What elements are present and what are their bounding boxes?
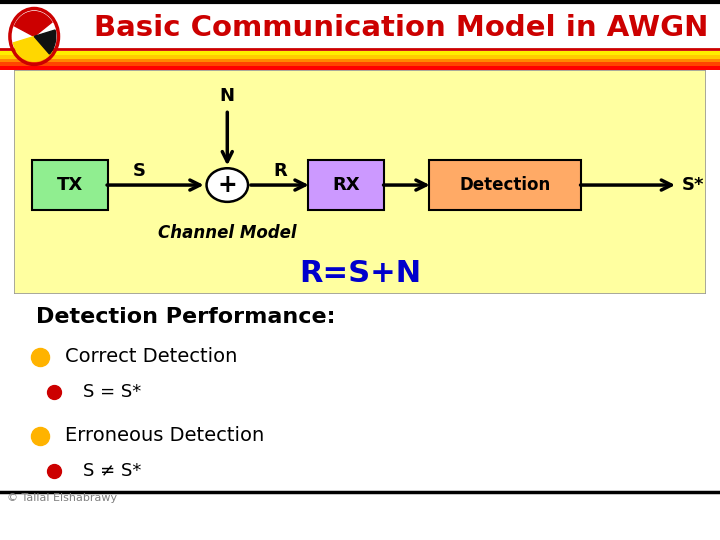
- Bar: [0, 59, 720, 63]
- Text: N: N: [220, 87, 235, 105]
- Text: RX: RX: [333, 176, 360, 194]
- Text: Channel Model: Channel Model: [158, 224, 297, 242]
- FancyBboxPatch shape: [308, 160, 384, 210]
- Text: Detection: Detection: [459, 176, 551, 194]
- Text: S = S*: S = S*: [83, 383, 141, 401]
- Text: S ≠ S*: S ≠ S*: [83, 462, 141, 480]
- Bar: [0, 55, 720, 59]
- FancyBboxPatch shape: [32, 160, 108, 210]
- Text: S*: S*: [681, 176, 704, 194]
- Text: © Tallal Elshabrawy: © Tallal Elshabrawy: [7, 493, 117, 503]
- Text: TX: TX: [57, 176, 83, 194]
- Wedge shape: [34, 30, 55, 54]
- Wedge shape: [14, 12, 52, 36]
- Text: Correct Detection: Correct Detection: [65, 347, 237, 366]
- FancyBboxPatch shape: [14, 70, 706, 294]
- Wedge shape: [14, 36, 50, 61]
- Text: Detection Performance:: Detection Performance:: [36, 307, 336, 327]
- Text: Erroneous Detection: Erroneous Detection: [65, 426, 264, 445]
- Circle shape: [207, 168, 248, 202]
- Text: R: R: [273, 161, 287, 179]
- Text: R=S+N: R=S+N: [299, 259, 421, 287]
- Bar: [0, 66, 720, 70]
- Text: S: S: [132, 161, 145, 179]
- Text: Basic Communication Model in AWGN: Basic Communication Model in AWGN: [94, 14, 708, 42]
- Bar: [0, 63, 720, 66]
- Text: +: +: [217, 173, 237, 197]
- Bar: [0, 51, 720, 55]
- FancyBboxPatch shape: [429, 160, 581, 210]
